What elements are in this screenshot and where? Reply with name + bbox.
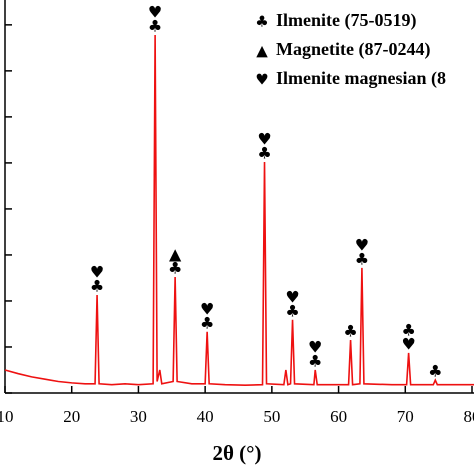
peak-marker: ♣: [285, 301, 299, 320]
x-tick-label: 80: [463, 407, 474, 426]
peak-marker: ▲: [169, 245, 182, 264]
peak-marker: ♣: [308, 351, 322, 370]
legend-symbol: ♥: [255, 71, 268, 89]
peak-marker: ♥: [148, 2, 162, 21]
x-tick-label: 20: [63, 407, 80, 426]
x-tick-label: 30: [130, 407, 147, 426]
peak-marker: ♣: [343, 322, 357, 341]
peak-marker: ♣: [257, 143, 271, 162]
peak-marker: ♣: [200, 313, 214, 332]
legend-label: Ilmenite (75-0519): [276, 10, 416, 31]
peak-marker: ♥: [401, 334, 415, 353]
peak-marker: ♣: [355, 249, 369, 268]
peak-marker: ♣: [168, 259, 182, 278]
x-tick-label: 70: [397, 407, 414, 426]
x-tick-label: 60: [330, 407, 347, 426]
peak-marker: ♥: [355, 235, 369, 254]
peak-marker: ♥: [308, 337, 322, 356]
peak-marker: ♥: [285, 287, 299, 306]
x-tick-label: 10: [0, 407, 14, 426]
peak-marker: ♣: [401, 320, 415, 339]
legend-symbol: ♣: [255, 13, 268, 31]
x-tick-label: 40: [197, 407, 214, 426]
legend-label: Magnetite (87-0244): [276, 39, 430, 60]
peak-marker: ♥: [200, 299, 214, 318]
peak-marker: ♥: [257, 129, 271, 148]
legend-symbol: ▲: [256, 42, 268, 60]
xrd-pattern: [4, 34, 474, 386]
peak-marker: ♣: [148, 16, 162, 35]
peak-marker: ♥: [90, 262, 104, 281]
peak-marker: ♣: [90, 276, 104, 295]
x-axis-label: 2θ (°): [212, 441, 261, 465]
x-tick-label: 50: [263, 407, 280, 426]
peak-marker: ♣: [428, 362, 442, 381]
legend-label: Ilmenite magnesian (8: [276, 68, 446, 89]
